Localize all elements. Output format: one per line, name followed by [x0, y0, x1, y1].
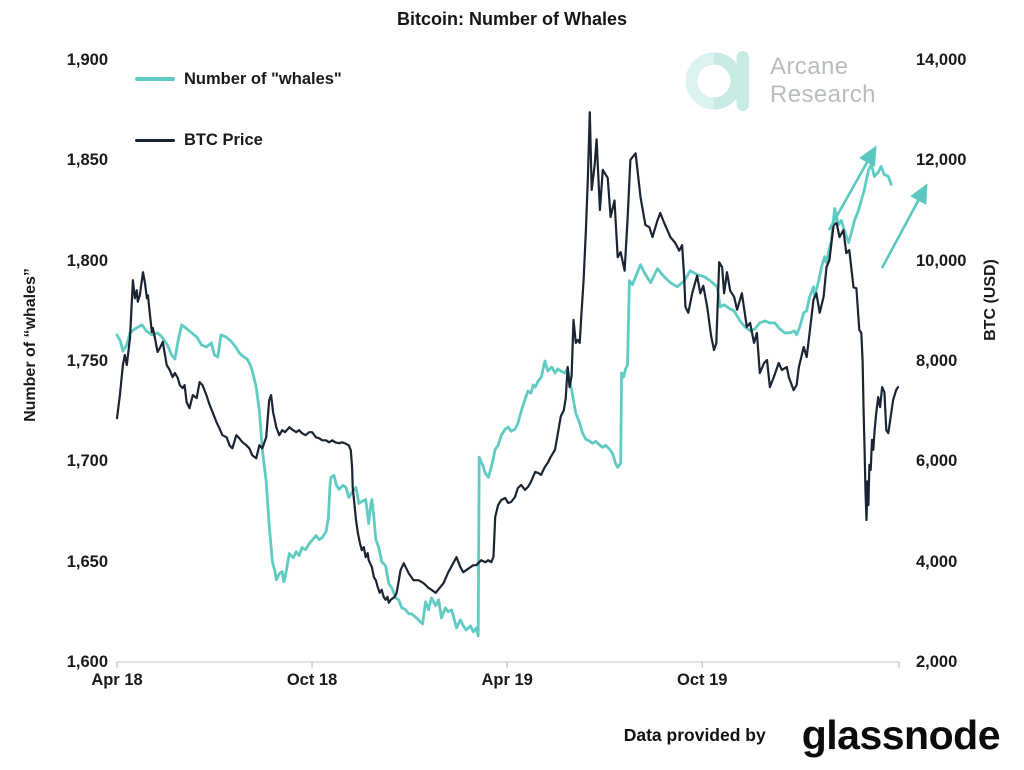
up-trend-arrow-2 [880, 183, 928, 269]
legend-label-whales: Number of "whales" [184, 69, 342, 88]
left-axis-tick-label: 1,700 [66, 452, 108, 471]
legend-item-btc: BTC Price [135, 125, 342, 155]
right-axis-tick-label: 2,000 [916, 653, 958, 671]
left-axis-title: Number of “whales” [22, 268, 39, 422]
right-axis-tick-label: 4,000 [916, 552, 958, 571]
arcane-wordmark-line1: Arcane [770, 53, 849, 80]
left-axis-tick-label: 1,800 [66, 251, 108, 270]
left-axis-tick-label: 1,600 [66, 653, 108, 671]
whales-line [115, 162, 893, 638]
attribution-footer: Data provided by glassnode [0, 712, 1001, 759]
data-provided-by-text: Data provided by [623, 725, 766, 745]
series-lines [115, 111, 900, 638]
chart-title: Bitcoin: Number of Whales [396, 9, 627, 29]
right-axis-tick-label: 6,000 [916, 452, 958, 471]
left-axis-tick-label: 1,900 [66, 51, 108, 69]
arcane-wordmark: Arcane Research [770, 53, 876, 109]
x-axis-tick-label: Apr 19 [481, 671, 533, 689]
legend-label-btc: BTC Price [184, 130, 263, 149]
up-trend-arrow-1 [827, 145, 877, 231]
legend: Number of "whales" BTC Price [135, 64, 342, 155]
btc-line [115, 111, 900, 604]
left-axis-tick-label: 1,850 [66, 151, 108, 170]
legend-item-whales: Number of "whales" [135, 64, 342, 94]
glassnode-wordmark: glassnode [801, 712, 1001, 758]
right-axis-tick-label: 14,000 [916, 51, 967, 69]
trend-arrows-annotation [827, 145, 928, 269]
right-axis-tick-label: 12,000 [916, 151, 967, 170]
arcane-logo-icon [686, 51, 749, 111]
btc-line-swatch [135, 138, 175, 142]
right-axis-tick-label: 8,000 [916, 352, 958, 370]
x-axis-tick-label: Oct 19 [677, 671, 728, 689]
left-axis-tick-label: 1,750 [66, 352, 108, 370]
arcane-wordmark-line2: Research [770, 81, 876, 108]
x-axis-line [116, 661, 900, 668]
x-axis-tick-label: Oct 18 [286, 671, 338, 689]
right-axis-tick-label: 10,000 [916, 251, 967, 270]
arcane-research-logo: Arcane Research [686, 47, 876, 115]
right-axis-title: BTC (USD) [982, 259, 999, 341]
x-axis-tick-label: Apr 18 [91, 671, 143, 689]
whales-line-swatch [135, 77, 175, 81]
left-axis-tick-label: 1,650 [66, 552, 108, 571]
